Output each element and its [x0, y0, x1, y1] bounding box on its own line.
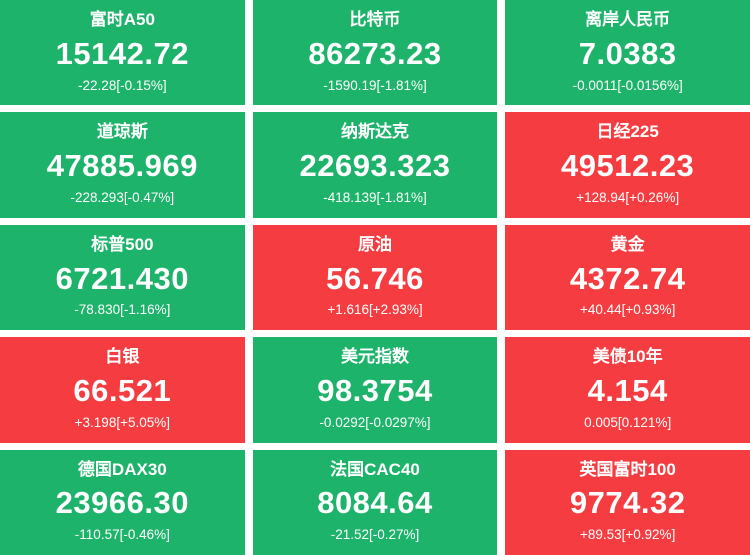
market-price: 66.521: [73, 373, 172, 409]
market-name: 原油: [357, 234, 392, 254]
market-name: 法国CAC40: [330, 459, 420, 479]
market-tile[interactable]: 比特币 86273.23 -1590.19[-1.81%]: [252, 0, 498, 106]
market-tile[interactable]: 标普500 6721.430 -78.830[-1.16%]: [0, 224, 245, 331]
market-tile[interactable]: 美元指数 98.3754 -0.0292[-0.0297%]: [252, 337, 498, 443]
market-price: 7.0383: [578, 35, 677, 71]
market-price: 49512.23: [561, 148, 695, 184]
market-tile[interactable]: 道琼斯 47885.969 -228.293[-0.47%]: [0, 112, 245, 218]
market-change: -418.139[-1.81%]: [323, 189, 427, 205]
market-change: -1590.19[-1.81%]: [323, 77, 427, 93]
market-tile[interactable]: 富时A50 15142.72 -22.28[-0.15%]: [0, 0, 245, 106]
market-price: 4.154: [587, 373, 668, 409]
market-name: 比特币: [349, 10, 401, 29]
market-price: 22693.323: [299, 148, 451, 184]
market-price: 4372.74: [569, 260, 686, 296]
market-name: 黄金: [610, 234, 645, 254]
market-price: 47885.969: [46, 148, 198, 184]
market-price: 9774.32: [569, 485, 686, 521]
market-name: 道琼斯: [96, 122, 148, 142]
market-price: 86273.23: [308, 35, 442, 71]
market-name: 纳斯达克: [340, 122, 409, 142]
market-name: 白银: [105, 347, 140, 367]
market-tile[interactable]: 法国CAC40 8084.64 -21.52[-0.27%]: [252, 449, 498, 555]
market-change: -0.0292[-0.0297%]: [319, 414, 431, 430]
market-change: +1.616[+2.93%]: [327, 302, 423, 318]
market-name: 美元指数: [340, 347, 409, 367]
market-name: 离岸人民币: [585, 10, 671, 29]
market-tile[interactable]: 英国富时100 9774.32 +89.53[+0.92%]: [505, 449, 750, 555]
market-change: +40.44[+0.93%]: [579, 302, 676, 318]
market-change: -0.0011[-0.0156%]: [572, 77, 683, 93]
market-name: 英国富时100: [579, 459, 676, 479]
market-name: 美债10年: [592, 347, 663, 367]
market-change: -22.28[-0.15%]: [78, 77, 167, 93]
market-tile[interactable]: 原油 56.746 +1.616[+2.93%]: [252, 224, 498, 331]
market-name: 德国DAX30: [77, 459, 167, 479]
market-tile[interactable]: 日经225 49512.23 +128.94[+0.26%]: [505, 112, 750, 218]
market-price: 6721.430: [55, 260, 189, 296]
market-name: 富时A50: [89, 10, 155, 29]
market-price: 23966.30: [55, 485, 189, 521]
market-change: -110.57[-0.46%]: [74, 527, 170, 543]
market-tile[interactable]: 离岸人民币 7.0383 -0.0011[-0.0156%]: [505, 0, 750, 106]
market-tile[interactable]: 美债10年 4.154 0.005[0.121%]: [505, 337, 750, 443]
market-tile[interactable]: 德国DAX30 23966.30 -110.57[-0.46%]: [0, 449, 245, 555]
market-change: -228.293[-0.47%]: [70, 189, 175, 205]
market-name: 标普500: [91, 234, 154, 254]
market-change: -21.52[-0.27%]: [330, 527, 420, 543]
market-price: 98.3754: [317, 373, 433, 409]
market-change: -78.830[-1.16%]: [74, 302, 171, 318]
market-change: 0.005[0.121%]: [584, 414, 672, 430]
market-tile[interactable]: 黄金 4372.74 +40.44[+0.93%]: [505, 224, 750, 331]
market-tile[interactable]: 白银 66.521 +3.198[+5.05%]: [0, 337, 245, 443]
market-change: +3.198[+5.05%]: [74, 414, 170, 430]
market-name: 日经225: [596, 122, 659, 142]
market-price: 56.746: [326, 260, 424, 296]
market-price: 8084.64: [317, 485, 433, 521]
market-price: 15142.72: [55, 35, 189, 71]
market-change: +128.94[+0.26%]: [576, 189, 680, 205]
market-change: +89.53[+0.92%]: [579, 527, 676, 543]
market-tile[interactable]: 纳斯达克 22693.323 -418.139[-1.81%]: [252, 112, 498, 218]
